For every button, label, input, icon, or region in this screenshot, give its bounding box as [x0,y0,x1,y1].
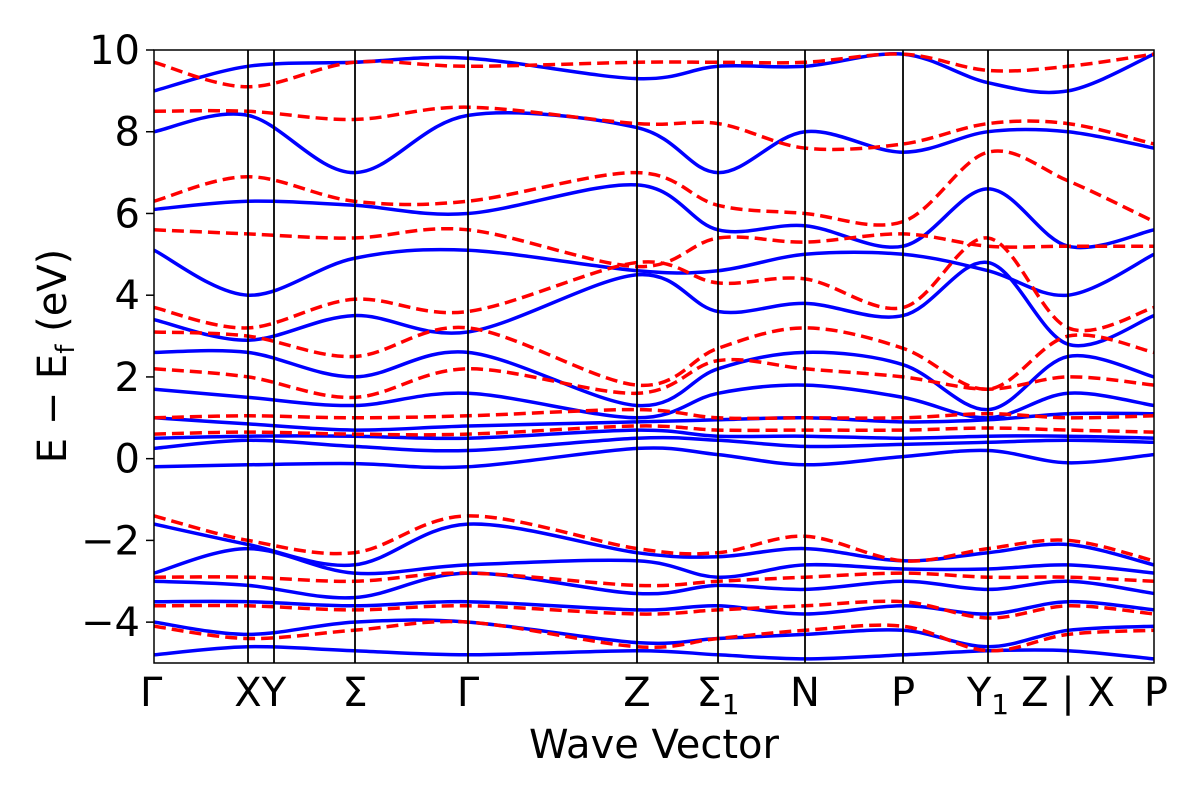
x-tick-label: Y [261,670,287,716]
dashed-band-2 [154,357,1154,400]
dashed-band-1 [154,407,1154,421]
x-tick-label: N [790,670,820,716]
x-tick-label: Z [623,670,650,716]
x-tick-label-main: Σ [696,670,721,716]
x-tick-label: Σ [342,670,367,716]
y-tick-label: 10 [89,28,140,74]
solid-band-1 [154,435,1154,453]
dashed-band-0 [154,424,1154,437]
y-tick-label: 8 [115,110,140,156]
x-tick-label-main: N [790,670,820,716]
dashed-band-5 [154,226,1154,269]
x-tick-label: Σ1 [696,670,739,721]
solid-band-5 [154,348,1154,412]
y-tick-label: 4 [115,273,140,319]
solid-band-15 [154,618,1154,649]
x-tick-label: Z | X [1021,670,1115,716]
solid-band-7 [154,247,1154,298]
x-tick-label: Γ [457,670,480,716]
solid-band-13 [154,571,1154,600]
dashed-band-10 [154,571,1154,588]
y-axis-ticks: −4 −2 0 2 4 6 8 10 [81,28,154,646]
y-axis-label-subscript: f [51,344,81,354]
x-tick-label: Γ [140,670,163,716]
y-tick-label: −4 [81,600,140,646]
dashed-band-9 [154,514,1154,563]
x-tick-label-main: Γ [140,670,163,716]
x-tick-label-main: X [234,670,261,716]
x-tick-label-main: Σ [342,670,367,716]
x-tick-label-main: P [891,670,915,716]
x-tick-label-main: Γ [457,670,480,716]
x-tick-label-main: Z [623,670,650,716]
solid-band-2 [154,428,1154,441]
y-tick-label: 6 [115,191,140,237]
solid-band-10 [154,51,1154,95]
x-tick-label: P [1144,670,1168,716]
dashed-band-12 [154,619,1154,653]
dashed-band-11 [154,599,1154,620]
dashed-band-7 [154,105,1154,152]
solid-band-11 [154,522,1154,568]
solid-band-9 [154,111,1154,175]
solid-band-12 [154,546,1154,579]
solid-band-8 [154,183,1154,250]
solid-band-16 [154,644,1154,661]
x-tick-label-subscript: 1 [722,688,740,721]
y-axis-label: E − Ef (eV) [30,249,81,464]
y-axis-label-main: E − E [30,354,76,464]
solid-band-14 [154,599,1154,616]
bands-layer [154,51,1154,661]
dashed-band-3 [154,325,1154,391]
y-tick-label: −2 [81,518,140,564]
x-tick-label: Y1 [966,670,1009,721]
y-axis-label-unit: (eV) [30,249,76,345]
dashed-band-8 [154,52,1154,89]
x-tick-label-main: Y [261,670,287,716]
x-axis-label: Wave Vector [529,722,780,768]
y-tick-label: 2 [115,355,140,401]
x-tick-label-main: Y [966,670,992,716]
dashed-band-6 [154,149,1154,227]
x-tick-label: X [234,670,261,716]
solid-band-3 [154,411,1154,432]
dashed-band-4 [154,236,1154,333]
x-tick-label-main: P [1144,670,1168,716]
kpoint-divider-lines [247,50,1069,663]
solid-band-0 [154,446,1154,470]
x-tick-label: P [891,670,915,716]
y-tick-label: 0 [115,437,140,483]
x-tick-label-main: Z | X [1021,670,1115,716]
x-tick-label-subscript: 1 [991,688,1009,721]
plot-frame [153,49,1155,664]
